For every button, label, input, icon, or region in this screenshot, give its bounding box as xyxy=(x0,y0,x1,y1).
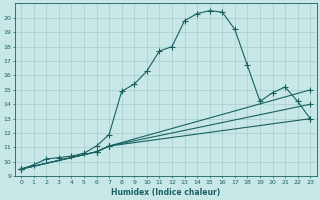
X-axis label: Humidex (Indice chaleur): Humidex (Indice chaleur) xyxy=(111,188,220,197)
